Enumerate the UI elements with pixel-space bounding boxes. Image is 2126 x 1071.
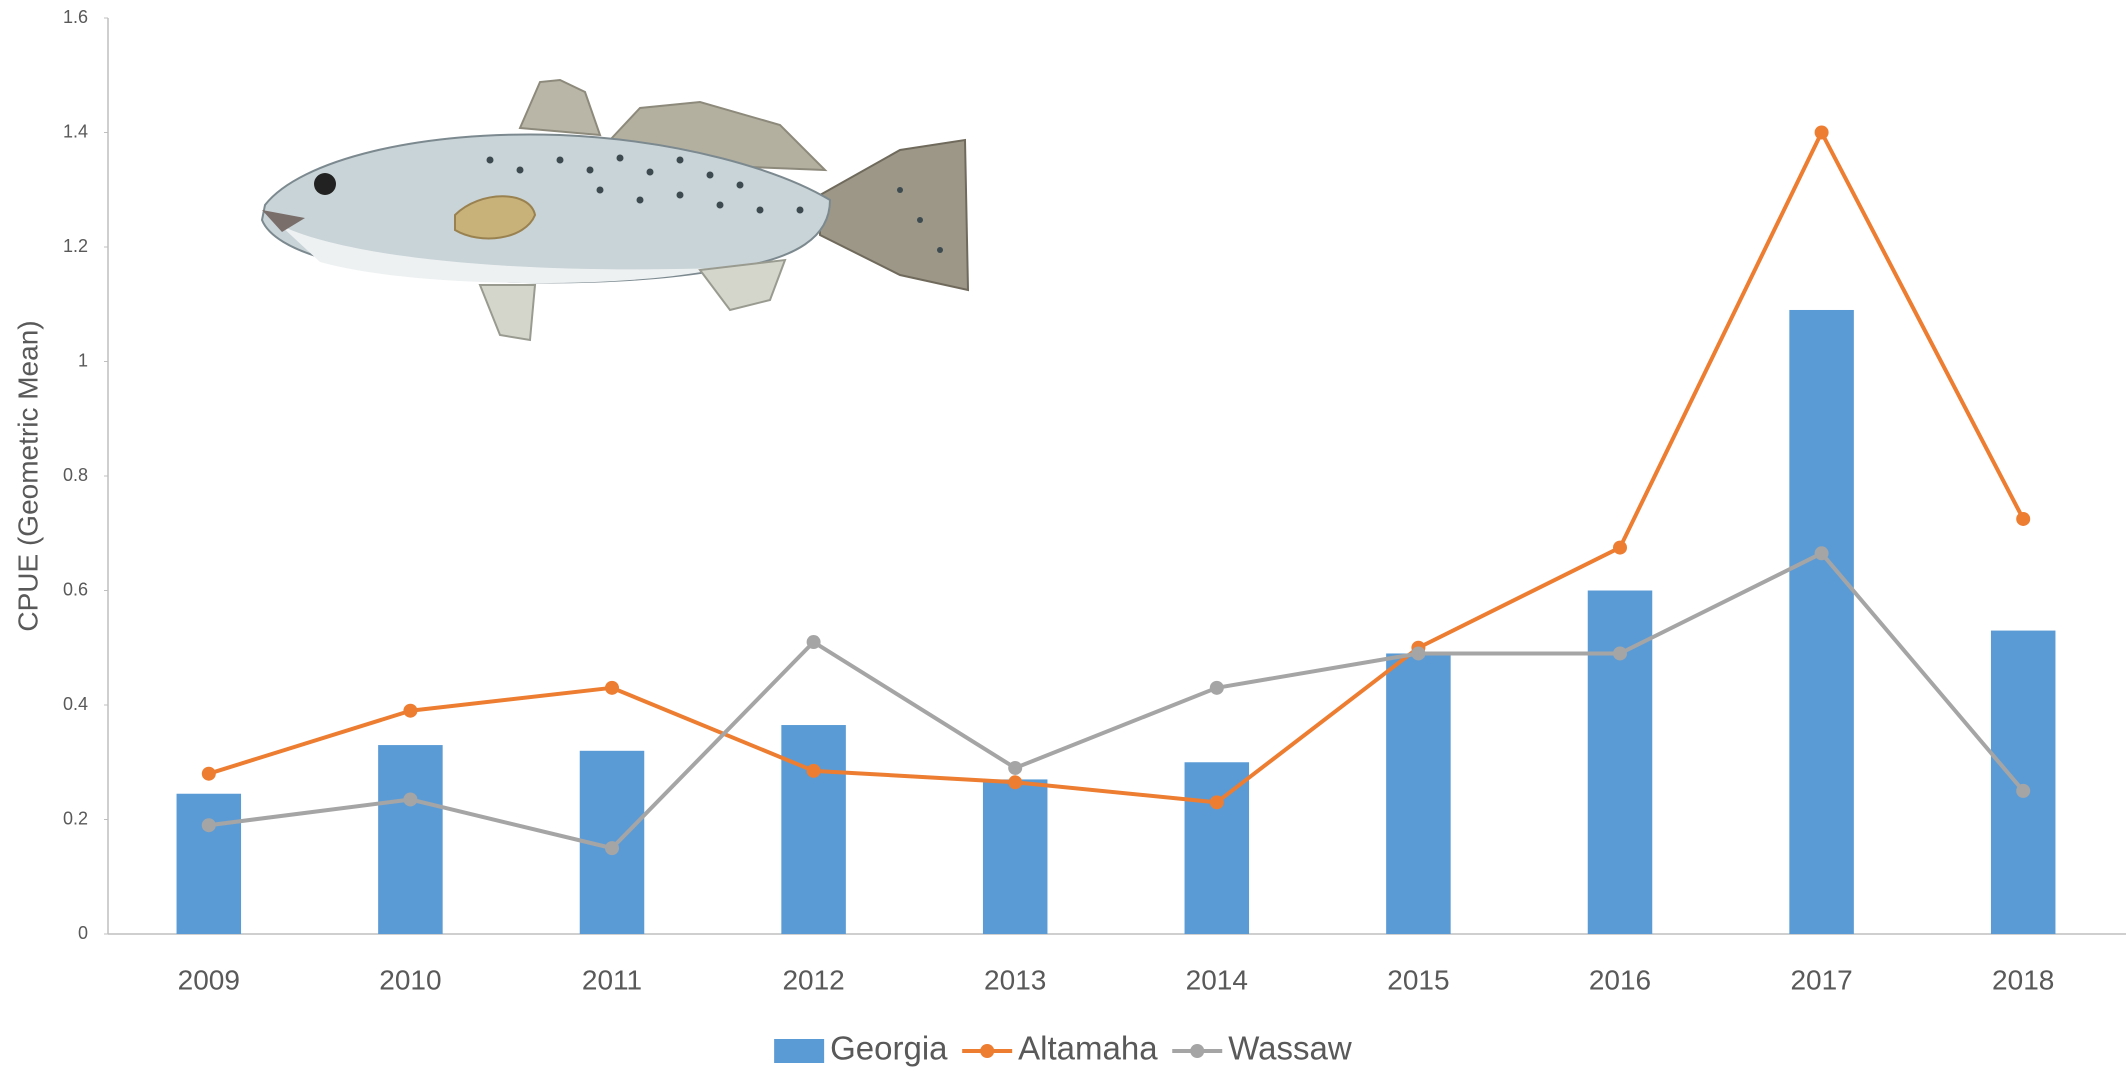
legend-label: Wassaw xyxy=(1228,1030,1352,1067)
y-tick-label: 0.8 xyxy=(63,465,88,485)
line-marker xyxy=(1814,546,1829,561)
legend-swatch xyxy=(774,1039,825,1063)
line-marker xyxy=(201,766,216,781)
bar xyxy=(1789,309,1854,935)
line-marker xyxy=(1008,775,1023,790)
bar xyxy=(781,725,846,934)
x-tick-label: 2013 xyxy=(984,964,1046,995)
x-tick-label: 2009 xyxy=(178,964,240,995)
line-marker xyxy=(403,792,418,807)
x-tick-label: 2012 xyxy=(782,964,844,995)
x-tick-label: 2015 xyxy=(1387,964,1449,995)
y-tick-label: 1.2 xyxy=(63,236,88,256)
y-tick-label: 0.6 xyxy=(63,579,88,599)
line-marker xyxy=(605,680,619,695)
line-marker xyxy=(1209,680,1224,695)
line-marker xyxy=(806,763,821,778)
bar xyxy=(1184,762,1250,934)
line-marker xyxy=(1613,540,1627,555)
bar xyxy=(176,793,242,934)
y-tick-label: 0.2 xyxy=(63,808,88,828)
line-marker xyxy=(2016,511,2031,526)
legend-swatch-marker xyxy=(980,1044,995,1058)
line xyxy=(208,551,2025,851)
bar xyxy=(378,745,443,934)
legend-swatch-marker xyxy=(1190,1044,1205,1058)
legend-label: Georgia xyxy=(830,1030,948,1067)
y-tick-label: 1.4 xyxy=(63,121,88,141)
y-tick-label: 0.4 xyxy=(63,694,88,714)
legend-label: Altamaha xyxy=(1018,1030,1158,1067)
y-tick-label: 1 xyxy=(78,350,88,370)
y-tick-label: 1.6 xyxy=(63,7,88,27)
bar xyxy=(1386,653,1451,934)
line-marker xyxy=(1008,760,1023,775)
y-tick-label: 0 xyxy=(78,923,88,943)
bar xyxy=(1990,630,2056,934)
line-marker xyxy=(1209,795,1224,810)
line-marker xyxy=(403,703,418,718)
y-axis-label: CPUE (Geometric Mean) xyxy=(12,320,43,631)
x-tick-label: 2018 xyxy=(1992,964,2054,995)
line-marker xyxy=(2016,783,2031,798)
line-marker xyxy=(806,635,821,650)
line-marker xyxy=(201,818,216,833)
x-tick-label: 2016 xyxy=(1589,964,1651,995)
x-tick-label: 2017 xyxy=(1790,964,1852,995)
x-tick-label: 2011 xyxy=(582,964,642,995)
line-marker xyxy=(1411,646,1426,661)
line-marker xyxy=(605,841,619,856)
bar xyxy=(982,779,1048,934)
line xyxy=(208,130,2025,805)
fish-illustration xyxy=(260,78,970,342)
line-marker xyxy=(1613,646,1627,661)
x-tick-label: 2014 xyxy=(1186,964,1248,995)
x-tick-label: 2010 xyxy=(379,964,441,995)
line-marker xyxy=(1814,125,1829,140)
